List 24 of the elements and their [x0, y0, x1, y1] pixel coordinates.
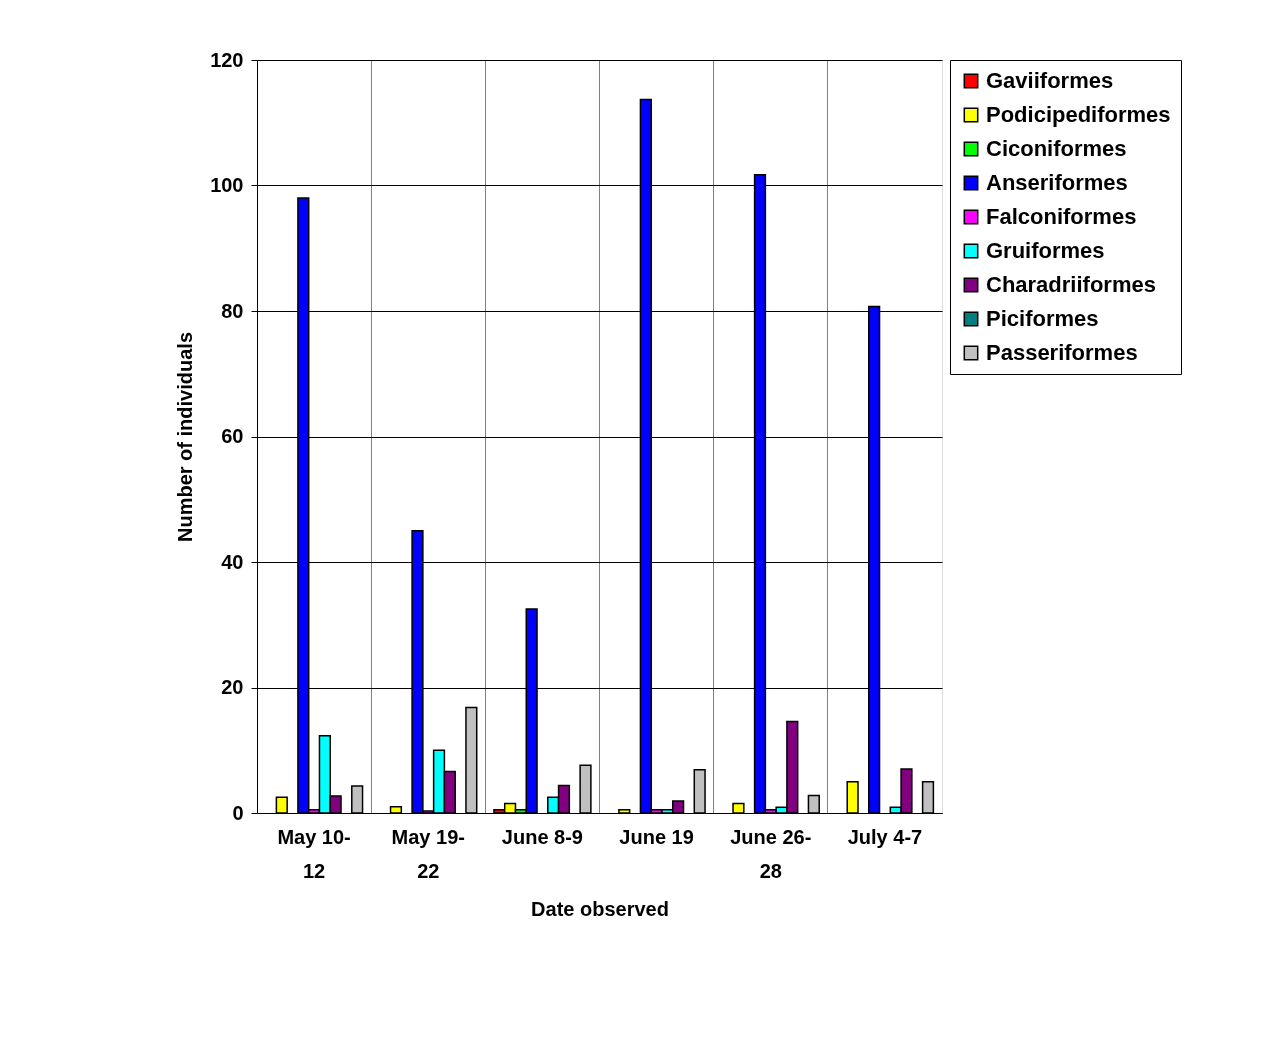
y-tick-label: 80: [221, 299, 244, 322]
x-tick-label: June 8-9: [501, 825, 583, 848]
legend-label: Gaviiformes: [986, 68, 1114, 93]
x-axis-title: Date observed: [531, 897, 669, 920]
x-tick-label: July 4-7: [847, 825, 923, 848]
y-tick-label: 120: [210, 48, 244, 71]
legend-label: Passeriformes: [986, 340, 1138, 365]
legend-label: Ciconiformes: [986, 136, 1127, 161]
legend-label: Piciformes: [986, 306, 1099, 331]
legend-label: Podicipediformes: [986, 102, 1171, 127]
legend-label: Anseriformes: [986, 170, 1128, 195]
y-tick-label: 40: [221, 550, 244, 573]
x-tick-label: June 26-28: [730, 825, 812, 882]
x-tick-label: May 19-22: [391, 825, 465, 882]
x-tick-label: June 19: [619, 825, 694, 848]
y-tick-label: 100: [210, 174, 244, 196]
y-tick-label: 0: [232, 801, 244, 824]
x-tick-label: May 10-12: [277, 825, 351, 882]
legend-label: Falconiformes: [986, 204, 1137, 229]
y-tick-label: 60: [221, 425, 244, 447]
legend-label: Charadriiformes: [986, 272, 1156, 297]
y-axis-title: Number of individuals: [174, 331, 197, 543]
legend-label: Gruiformes: [986, 238, 1105, 263]
y-tick-label: 20: [221, 676, 244, 698]
